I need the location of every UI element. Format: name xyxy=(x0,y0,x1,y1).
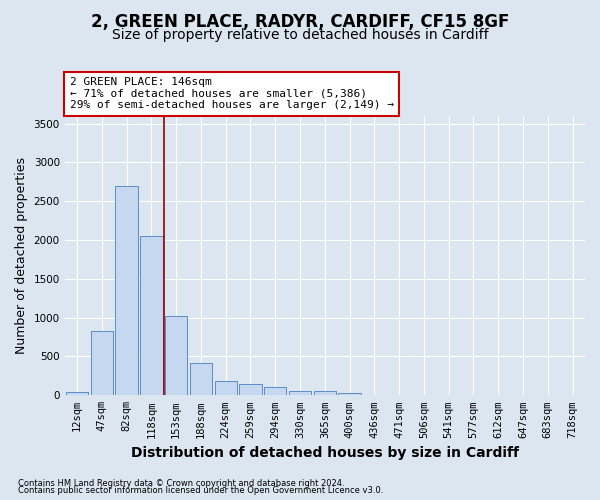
Bar xyxy=(289,391,311,396)
Bar xyxy=(338,394,361,396)
Bar xyxy=(115,186,138,396)
Text: Size of property relative to detached houses in Cardiff: Size of property relative to detached ho… xyxy=(112,28,488,42)
Bar xyxy=(91,331,113,396)
Bar xyxy=(140,236,163,396)
Text: 2 GREEN PLACE: 146sqm
← 71% of detached houses are smaller (5,386)
29% of semi-d: 2 GREEN PLACE: 146sqm ← 71% of detached … xyxy=(70,77,394,110)
X-axis label: Distribution of detached houses by size in Cardiff: Distribution of detached houses by size … xyxy=(131,446,519,460)
Bar xyxy=(190,362,212,396)
Bar xyxy=(314,392,336,396)
Text: Contains HM Land Registry data © Crown copyright and database right 2024.: Contains HM Land Registry data © Crown c… xyxy=(18,478,344,488)
Text: Contains public sector information licensed under the Open Government Licence v3: Contains public sector information licen… xyxy=(18,486,383,495)
Y-axis label: Number of detached properties: Number of detached properties xyxy=(15,157,28,354)
Bar xyxy=(215,382,237,396)
Text: 2, GREEN PLACE, RADYR, CARDIFF, CF15 8GF: 2, GREEN PLACE, RADYR, CARDIFF, CF15 8GF xyxy=(91,12,509,30)
Bar xyxy=(264,387,286,396)
Bar xyxy=(363,394,386,396)
Bar xyxy=(165,316,187,396)
Bar xyxy=(437,394,460,396)
Bar xyxy=(66,392,88,396)
Bar xyxy=(239,384,262,396)
